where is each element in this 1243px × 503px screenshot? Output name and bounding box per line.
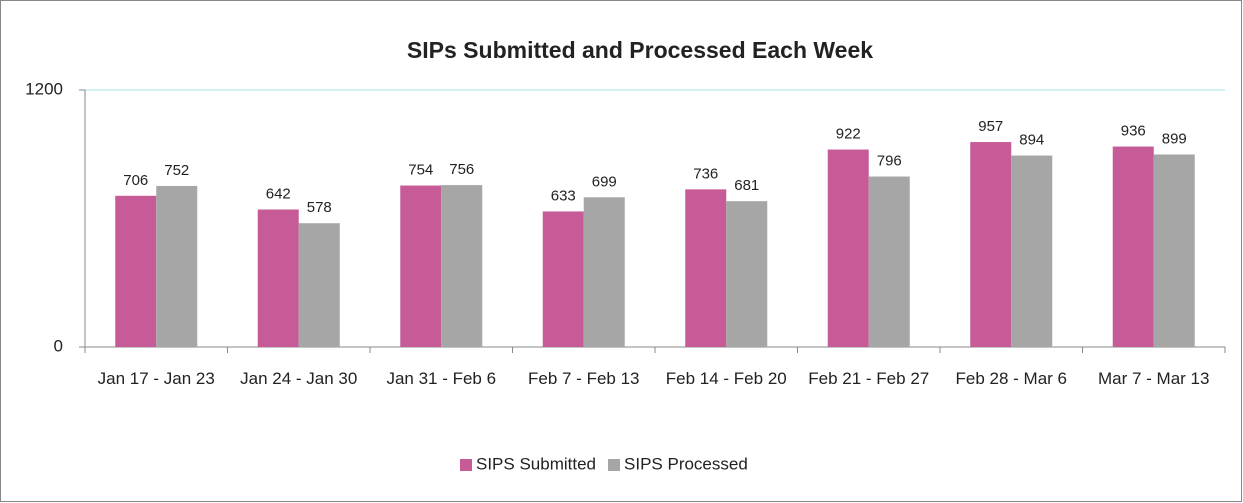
data-label: 736 [693, 165, 718, 182]
data-label: 957 [978, 118, 1003, 135]
legend-label: SIPS Submitted [476, 454, 596, 473]
bar [257, 209, 299, 347]
bar [115, 195, 157, 347]
bar [542, 211, 584, 347]
x-tick-label: Mar 7 - Mar 13 [1098, 369, 1210, 388]
y-tick-label: 0 [54, 336, 63, 355]
x-tick-label: Feb 14 - Feb 20 [665, 369, 787, 388]
data-label: 756 [449, 161, 474, 178]
data-label: 922 [836, 126, 861, 143]
x-tick-label: Feb 7 - Feb 13 [527, 369, 640, 388]
bar [827, 149, 869, 347]
x-tick-label: Jan 24 - Jan 30 [240, 369, 358, 388]
bar [1112, 146, 1154, 347]
data-label: 752 [164, 162, 189, 179]
bar [685, 189, 727, 347]
data-label: 894 [1019, 132, 1044, 149]
bar [970, 142, 1012, 347]
legend-label: SIPS Processed [624, 454, 748, 473]
chart-title: SIPs Submitted and Processed Each Week [407, 37, 873, 63]
x-tick-label: Feb 21 - Feb 27 [808, 369, 930, 388]
bar [583, 197, 625, 347]
legend-swatch [608, 459, 621, 471]
bar [400, 185, 442, 347]
bar [441, 185, 483, 347]
data-label: 796 [877, 152, 902, 169]
y-tick-label: 1200 [25, 79, 63, 98]
x-tick-label: Jan 17 - Jan 23 [97, 369, 215, 388]
x-tick-label: Jan 31 - Feb 6 [386, 369, 497, 388]
bar [1153, 154, 1195, 347]
bar [298, 223, 340, 347]
data-label: 681 [734, 177, 759, 194]
data-label: 899 [1162, 130, 1187, 147]
data-label: 633 [551, 187, 576, 204]
data-label: 754 [408, 161, 433, 178]
bar [726, 201, 768, 347]
legend-swatch [460, 459, 472, 471]
data-label: 578 [307, 199, 332, 216]
bar [1011, 155, 1053, 347]
data-label: 699 [592, 173, 617, 190]
bar [156, 185, 198, 347]
bar [868, 176, 910, 347]
data-label: 936 [1121, 123, 1146, 140]
data-label: 706 [123, 172, 148, 189]
x-tick-label: Feb 28 - Mar 6 [955, 369, 1068, 388]
data-label: 642 [266, 185, 291, 202]
